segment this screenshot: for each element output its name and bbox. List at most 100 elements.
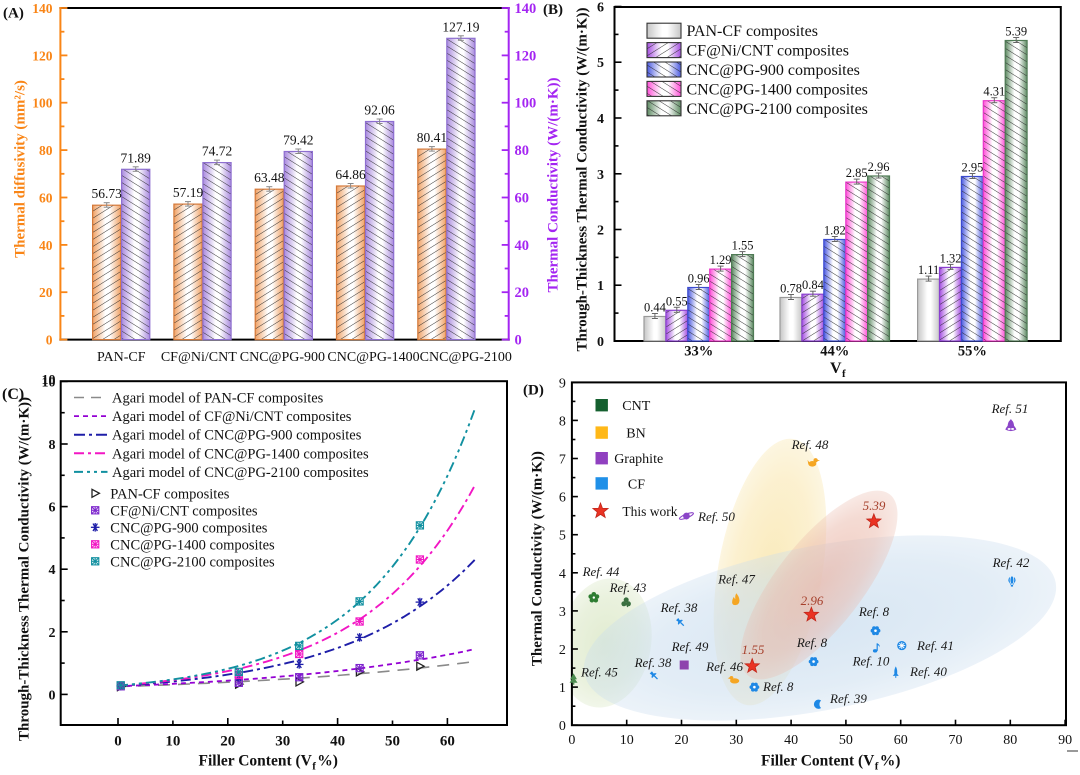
svg-text:10: 10 bbox=[620, 733, 634, 748]
svg-text:Ref. 8: Ref. 8 bbox=[762, 679, 794, 694]
svg-text:Agari model of CNC@PG-900 comp: Agari model of CNC@PG-900 composites bbox=[112, 428, 362, 444]
svg-text:8: 8 bbox=[49, 438, 56, 453]
svg-text:%): %) bbox=[317, 753, 338, 770]
svg-text:CNC@PG-1400 composites: CNC@PG-1400 composites bbox=[687, 81, 868, 98]
svg-text:20: 20 bbox=[515, 285, 530, 301]
svg-text:BN: BN bbox=[626, 427, 645, 442]
svg-text:Through-Thickness Thermal Cond: Through-Thickness Thermal Conductivity (… bbox=[17, 397, 33, 741]
svg-text:2.95: 2.95 bbox=[961, 161, 983, 175]
svg-text:7: 7 bbox=[559, 453, 566, 468]
svg-text:2.96: 2.96 bbox=[868, 160, 890, 174]
svg-text:63.48: 63.48 bbox=[254, 170, 285, 185]
svg-text:5.39: 5.39 bbox=[863, 498, 886, 513]
svg-text:1.55: 1.55 bbox=[742, 642, 765, 657]
svg-text:CNC@PG-900: CNC@PG-900 bbox=[240, 350, 325, 365]
svg-text:1.82: 1.82 bbox=[824, 224, 846, 238]
svg-text:8: 8 bbox=[559, 414, 566, 429]
svg-text:3: 3 bbox=[559, 605, 566, 620]
svg-text:PAN-CF composites: PAN-CF composites bbox=[110, 486, 229, 502]
svg-text:1.32: 1.32 bbox=[940, 251, 962, 265]
svg-text:0: 0 bbox=[515, 333, 522, 349]
svg-text:2: 2 bbox=[49, 626, 56, 641]
svg-text:Through-Thickness Thermal Cond: Through-Thickness Thermal Conductivity (… bbox=[575, 7, 591, 351]
svg-text:10: 10 bbox=[165, 734, 180, 750]
svg-text:2: 2 bbox=[597, 224, 604, 239]
svg-text:Ref. 45: Ref. 45 bbox=[580, 665, 618, 680]
svg-text:Ref. 39: Ref. 39 bbox=[829, 691, 867, 706]
svg-text:57.19: 57.19 bbox=[173, 185, 204, 200]
svg-text:55%: 55% bbox=[958, 344, 987, 360]
svg-text:20: 20 bbox=[220, 734, 235, 750]
svg-text:Agari model of CNC@PG-2100 com: Agari model of CNC@PG-2100 composites bbox=[112, 465, 369, 481]
svg-text:79.42: 79.42 bbox=[283, 133, 313, 148]
svg-text:Ref. 38: Ref. 38 bbox=[660, 600, 698, 615]
svg-text:PAN-CF composites: PAN-CF composites bbox=[687, 23, 818, 40]
svg-text:5.39: 5.39 bbox=[1005, 25, 1027, 39]
svg-text:64.86: 64.86 bbox=[335, 167, 366, 182]
svg-text:100: 100 bbox=[32, 96, 53, 111]
svg-text:30: 30 bbox=[275, 734, 290, 750]
svg-text:4: 4 bbox=[597, 112, 604, 127]
svg-text:127.19: 127.19 bbox=[442, 19, 479, 34]
svg-text:40: 40 bbox=[39, 238, 53, 253]
svg-text:6: 6 bbox=[49, 501, 56, 516]
svg-text:80: 80 bbox=[39, 143, 53, 158]
svg-text:50: 50 bbox=[839, 733, 853, 748]
svg-text:f: f bbox=[312, 761, 316, 773]
svg-text:0.55: 0.55 bbox=[666, 294, 688, 308]
svg-text:80.41: 80.41 bbox=[417, 130, 447, 145]
svg-text:PAN-CF: PAN-CF bbox=[97, 350, 146, 365]
svg-text:f: f bbox=[875, 761, 879, 773]
svg-text:74.72: 74.72 bbox=[202, 144, 232, 159]
svg-text:33%: 33% bbox=[684, 344, 713, 360]
svg-text:30: 30 bbox=[729, 733, 743, 748]
svg-text:80: 80 bbox=[515, 143, 530, 159]
svg-text:1.29: 1.29 bbox=[710, 253, 732, 267]
svg-text:CF: CF bbox=[628, 477, 645, 492]
svg-text:Ref. 46: Ref. 46 bbox=[705, 659, 743, 674]
svg-text:(C): (C) bbox=[2, 386, 24, 403]
svg-text:3: 3 bbox=[597, 168, 604, 183]
svg-text:V: V bbox=[830, 360, 842, 377]
svg-text:2: 2 bbox=[559, 643, 566, 658]
svg-text:Agari model of PAN-CF composit: Agari model of PAN-CF composites bbox=[112, 391, 324, 407]
svg-text:Ref. 49: Ref. 49 bbox=[671, 639, 709, 654]
svg-text:0.96: 0.96 bbox=[688, 272, 710, 286]
svg-text:60: 60 bbox=[515, 191, 530, 207]
svg-text:Ref. 48: Ref. 48 bbox=[791, 437, 829, 452]
svg-text:CNC@PG-2100: CNC@PG-2100 bbox=[420, 350, 512, 365]
svg-text:(A): (A) bbox=[3, 6, 24, 22]
svg-text:0: 0 bbox=[559, 719, 566, 734]
svg-text:10: 10 bbox=[42, 373, 56, 388]
svg-text:4: 4 bbox=[49, 563, 56, 578]
svg-text:70: 70 bbox=[949, 733, 963, 748]
svg-text:Ref. 42: Ref. 42 bbox=[992, 555, 1030, 570]
svg-text:120: 120 bbox=[32, 48, 53, 63]
svg-text:5: 5 bbox=[597, 56, 604, 71]
svg-text:CNC@PG-2100 composites: CNC@PG-2100 composites bbox=[687, 101, 868, 118]
svg-text:0: 0 bbox=[568, 733, 575, 748]
svg-text:(B): (B) bbox=[543, 2, 563, 18]
svg-text:Thermal Conductivity (W/(m·K)): Thermal Conductivity (W/(m·K)) bbox=[546, 78, 562, 293]
svg-text:6: 6 bbox=[597, 1, 604, 16]
svg-text:0: 0 bbox=[49, 688, 56, 703]
svg-text:0: 0 bbox=[597, 335, 604, 350]
svg-text:Filler Content (V: Filler Content (V bbox=[761, 753, 875, 770]
svg-text:0.44: 0.44 bbox=[644, 301, 667, 315]
svg-text:Ref. 50: Ref. 50 bbox=[697, 509, 735, 524]
svg-text:1: 1 bbox=[559, 681, 566, 696]
svg-text:Ref. 8: Ref. 8 bbox=[858, 604, 890, 619]
svg-text:80: 80 bbox=[1003, 733, 1017, 748]
svg-text:Agari model of CNC@PG-1400 com: Agari model of CNC@PG-1400 composites bbox=[112, 446, 369, 462]
svg-text:1.55: 1.55 bbox=[732, 239, 754, 253]
svg-text:1: 1 bbox=[597, 279, 604, 294]
svg-text:CNT: CNT bbox=[622, 399, 650, 414]
svg-text:6: 6 bbox=[559, 491, 566, 506]
svg-text:60: 60 bbox=[440, 734, 455, 750]
svg-text:Filler Content (V: Filler Content (V bbox=[199, 753, 313, 770]
svg-text:100: 100 bbox=[515, 96, 537, 112]
svg-text:20: 20 bbox=[39, 285, 53, 300]
svg-text:CNC@PG-2100 composites: CNC@PG-2100 composites bbox=[110, 554, 275, 570]
svg-text:CNC@PG-900 composites: CNC@PG-900 composites bbox=[110, 520, 268, 536]
svg-text:20: 20 bbox=[675, 733, 689, 748]
